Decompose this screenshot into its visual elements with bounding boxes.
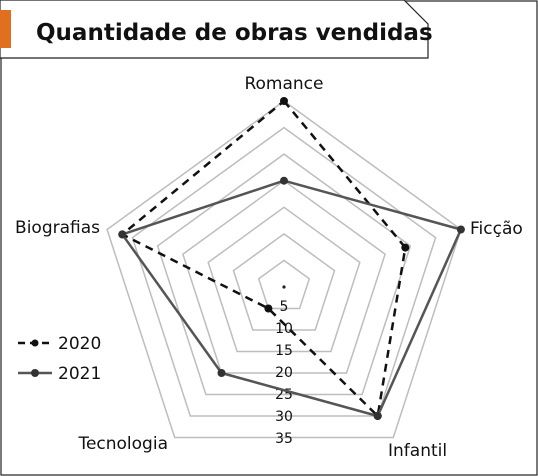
tick-label-35: 35 bbox=[275, 431, 293, 447]
radar-grid bbox=[106, 100, 462, 439]
grid-ring-5 bbox=[257, 259, 311, 310]
grid-ring-20 bbox=[182, 179, 386, 374]
title-panel bbox=[0, 0, 429, 59]
grid-ring-10 bbox=[232, 232, 336, 331]
point-2021-Romance bbox=[280, 176, 288, 185]
axis-label-biografias: Biografias bbox=[15, 218, 100, 238]
axis-label-romance: Romance bbox=[244, 74, 323, 94]
tick-label-30: 30 bbox=[275, 409, 293, 425]
legend-marker-2020 bbox=[31, 339, 39, 347]
grid-ring-35 bbox=[106, 100, 462, 439]
tick-label-5: 5 bbox=[280, 299, 289, 315]
radar-center bbox=[282, 285, 286, 289]
point-2021-Infantil bbox=[373, 412, 382, 420]
series-line-2021 bbox=[121, 179, 463, 418]
grid-ring-25 bbox=[156, 153, 412, 396]
series-line-2020 bbox=[121, 99, 407, 418]
point-2020-Ficção bbox=[401, 243, 410, 252]
axis-label-tecnologia: Tecnologia bbox=[77, 434, 168, 454]
tick-label-10: 10 bbox=[275, 321, 293, 337]
tick-label-20: 20 bbox=[275, 365, 293, 381]
point-2021-Tecnologia bbox=[217, 369, 226, 377]
point-2020-Tecnologia bbox=[264, 304, 273, 313]
grid-ring-30 bbox=[131, 126, 437, 417]
point-2021-Ficção bbox=[456, 225, 465, 234]
legend-label-2020: 2020 bbox=[58, 334, 101, 354]
chart-title: Quantidade de obras vendidas bbox=[36, 20, 433, 46]
title-accent-bar bbox=[0, 10, 11, 48]
legend: 2020 2021 bbox=[18, 334, 101, 384]
legend-label-2021: 2021 bbox=[58, 364, 101, 384]
data-series bbox=[118, 97, 465, 420]
axis-label-infantil: Infantil bbox=[388, 441, 447, 461]
grid-ring-15 bbox=[207, 206, 361, 353]
axis-labels: Romance Ficção Infantil Tecnologia Biografia… bbox=[15, 74, 523, 461]
point-2020-Romance bbox=[280, 97, 288, 105]
axis-label-ficção: Ficção bbox=[470, 219, 523, 239]
tick-label-15: 15 bbox=[275, 343, 293, 359]
legend-marker-2021 bbox=[31, 369, 39, 377]
point-2021-Biografias bbox=[118, 230, 127, 239]
